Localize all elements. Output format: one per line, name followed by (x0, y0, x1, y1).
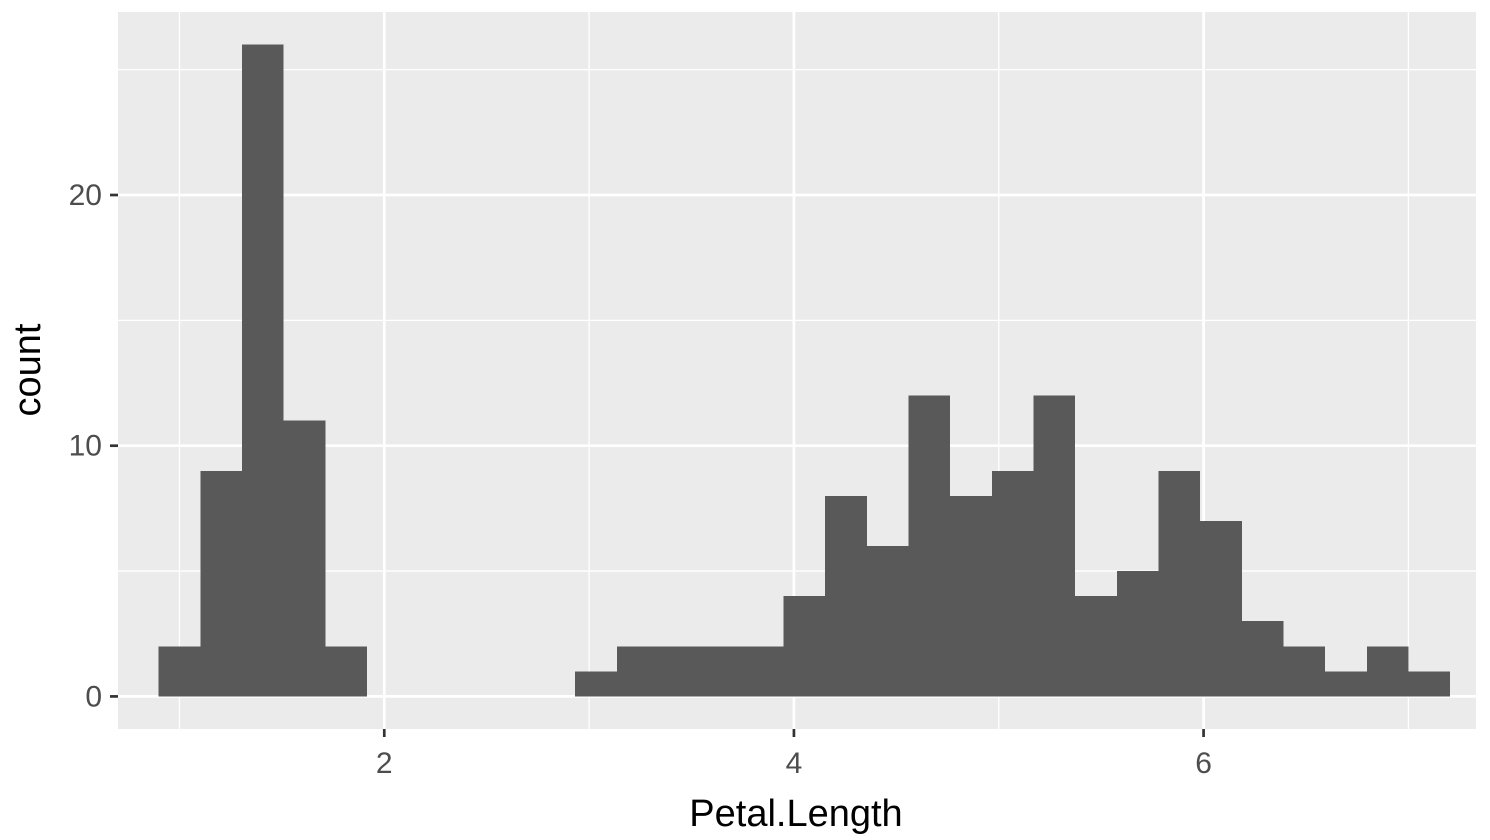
histogram-bar (283, 420, 326, 697)
histogram-bar (866, 545, 909, 697)
y-axis-title: count (7, 323, 49, 416)
histogram-bar (158, 646, 201, 697)
histogram-bar (950, 495, 992, 697)
x-tick-label: 6 (1195, 747, 1212, 780)
x-tick-labels: 2 4 6 (376, 747, 1212, 780)
y-tick-label: 20 (69, 179, 102, 212)
histogram-bar (325, 646, 367, 697)
histogram-bar (1366, 646, 1409, 697)
x-tick-label: 2 (376, 747, 393, 780)
histogram-bar (658, 646, 701, 697)
y-tick-label: 10 (69, 430, 102, 463)
y-tick-labels: 0 10 20 (69, 179, 102, 713)
histogram-bar (1200, 520, 1242, 697)
histogram-bar (1283, 646, 1326, 697)
histogram-bars (158, 44, 1451, 697)
histogram-bar (991, 470, 1034, 697)
histogram-bar (1325, 671, 1367, 697)
histogram-bar (616, 646, 659, 697)
histogram-bar (200, 470, 242, 697)
y-tick-label: 0 (85, 680, 102, 713)
histogram-bar (908, 395, 951, 697)
axis-ticks (110, 193, 1205, 737)
histogram-bar (1241, 621, 1284, 697)
histogram-bar (783, 596, 826, 697)
histogram-bar (1158, 470, 1201, 697)
histogram-bar (1075, 596, 1117, 697)
histogram-bar (241, 44, 284, 697)
minor-grid (118, 12, 1476, 729)
histogram-bar (700, 646, 742, 697)
x-tick-label: 4 (786, 747, 803, 780)
histogram-bar (741, 646, 784, 697)
histogram-bar (575, 671, 617, 697)
histogram-bar (1033, 395, 1076, 697)
histogram-bar (1116, 571, 1159, 697)
x-axis-title: Petal.Length (689, 793, 902, 835)
histogram-bar (825, 495, 867, 697)
histogram-bar (1408, 671, 1451, 697)
